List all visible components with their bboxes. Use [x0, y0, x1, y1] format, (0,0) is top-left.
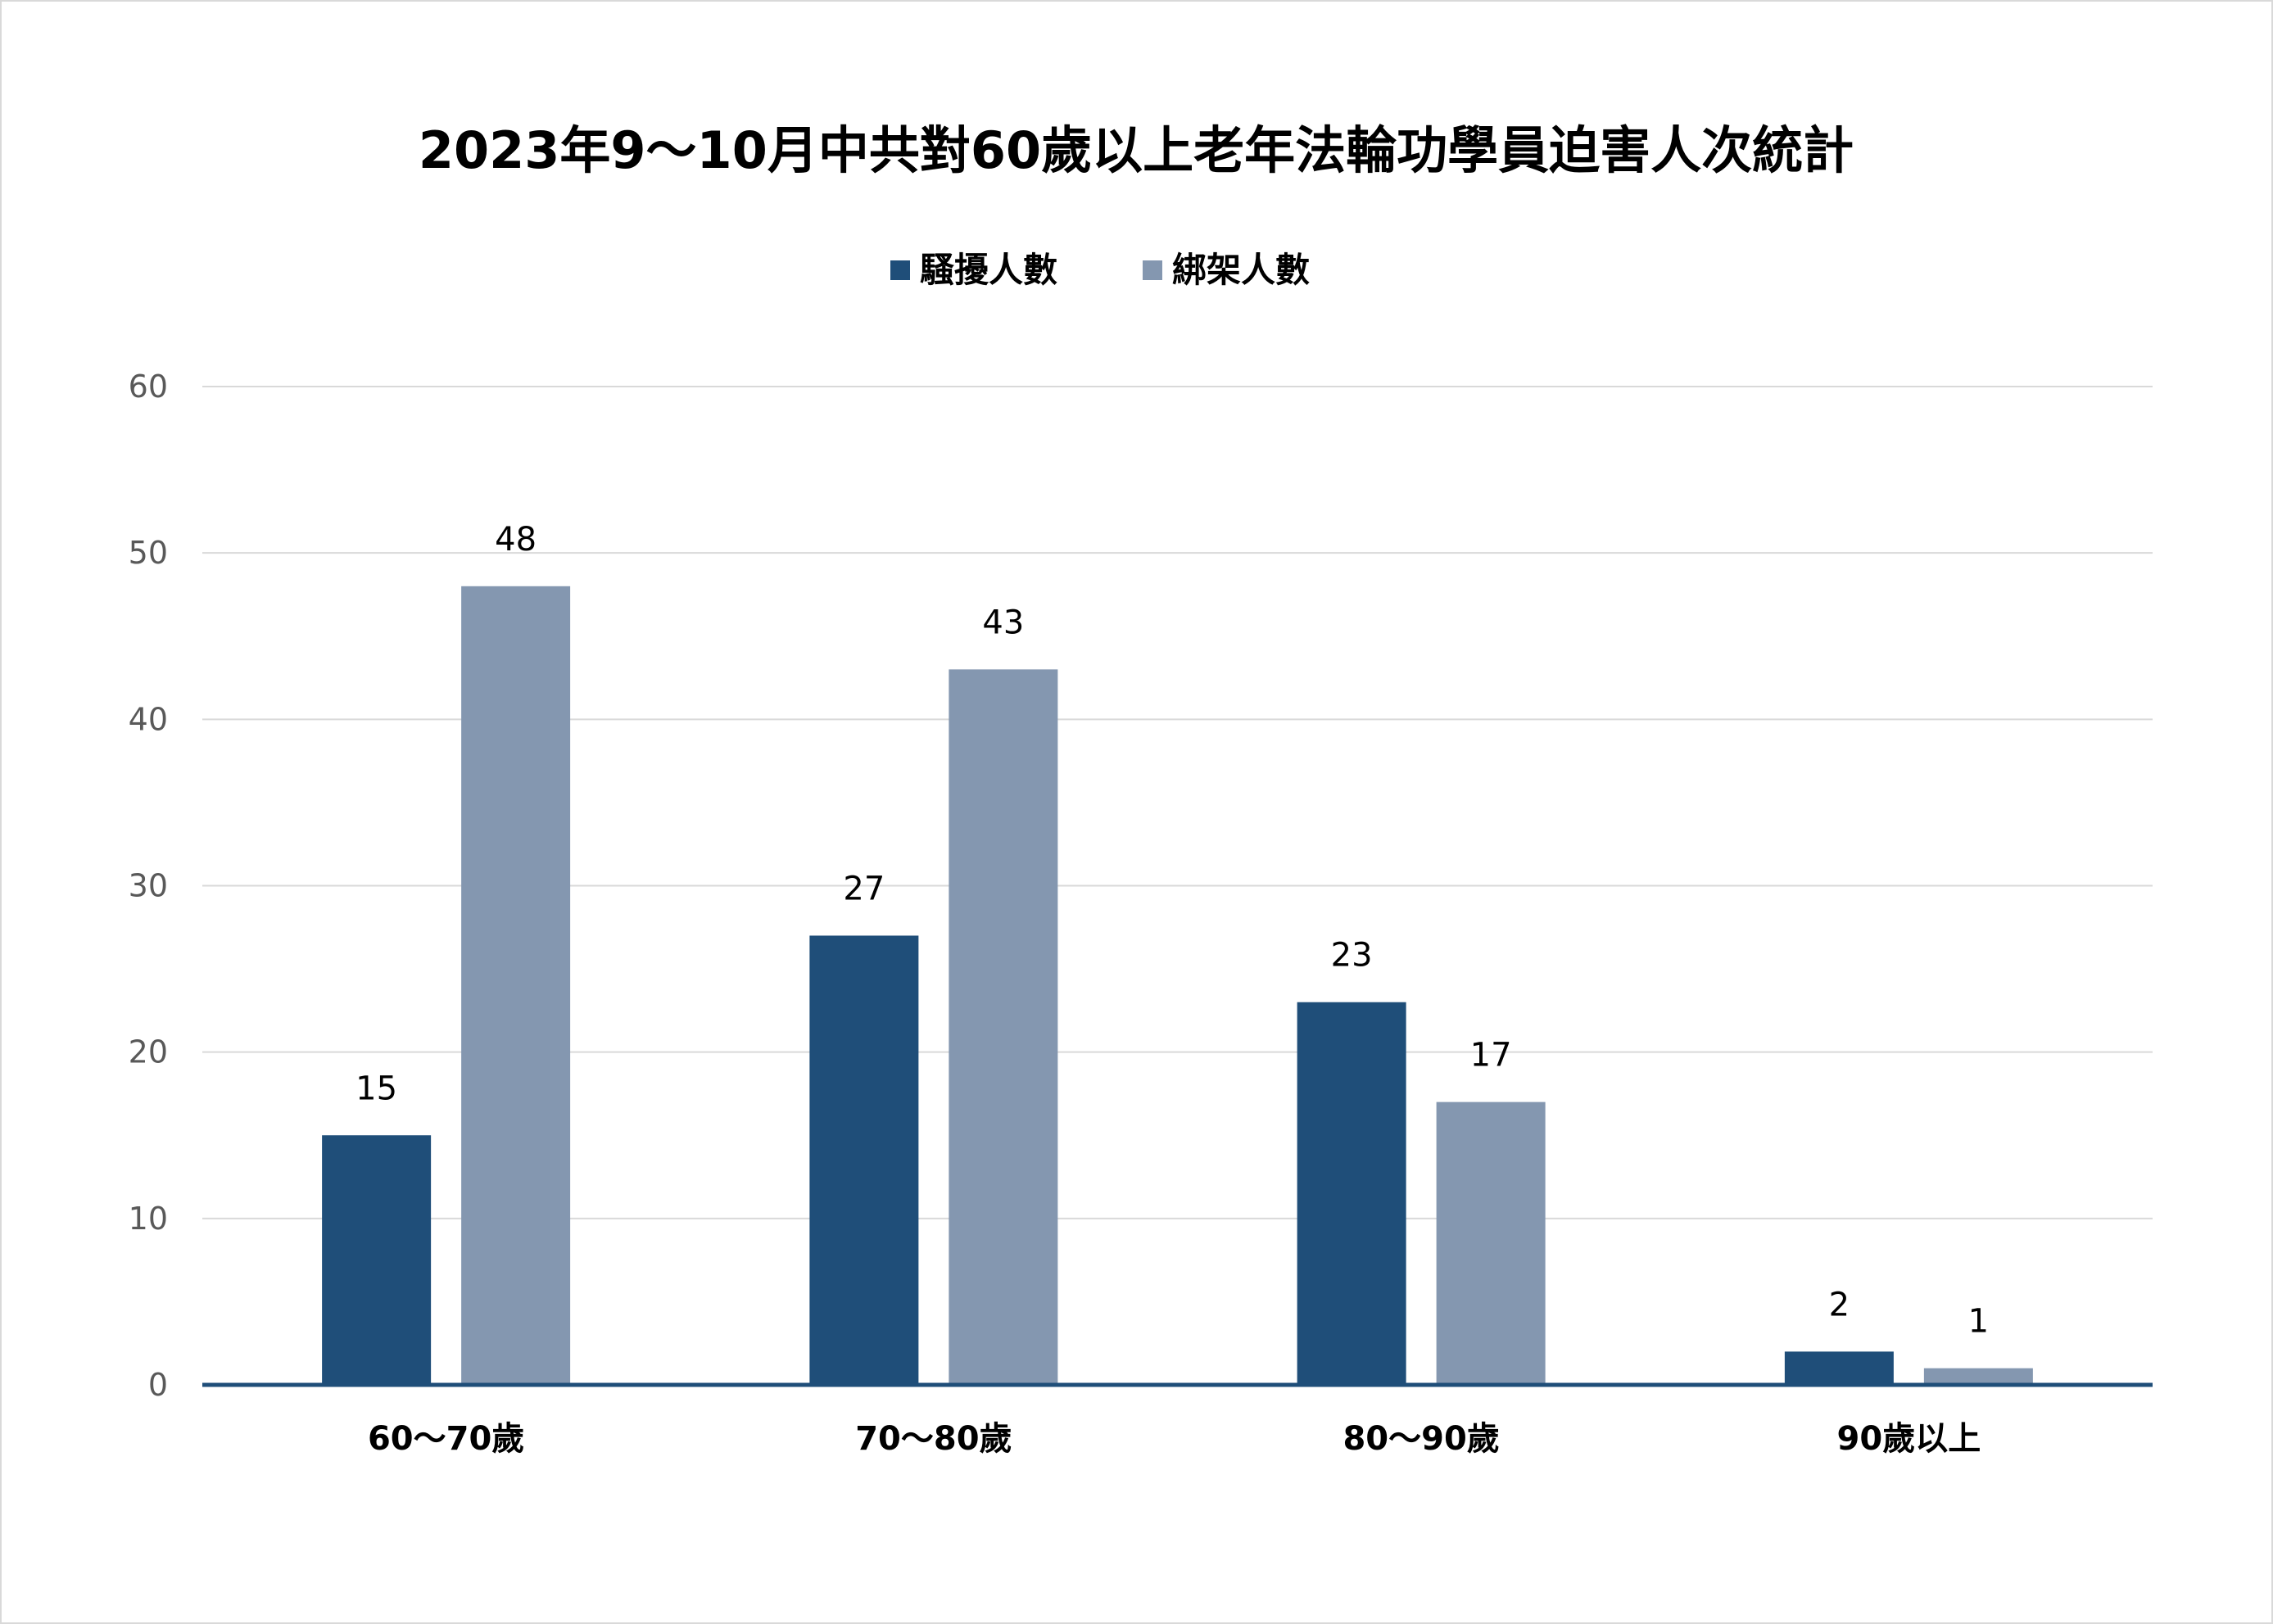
y-tick-label: 0	[148, 1367, 168, 1403]
data-label: 17	[1470, 1037, 1512, 1074]
x-axis-ticks: 60～70歲 70～80歲 80～90歲 90歲以上	[368, 1420, 1981, 1458]
y-tick-label: 60	[129, 369, 168, 405]
chart-title: 2023年9～10月中共對60歲以上老年法輪功學員迫害人次統計	[419, 120, 1854, 180]
y-tick-label: 10	[129, 1201, 168, 1237]
bar	[322, 1135, 432, 1385]
data-labels: 15 48 27 43 23 17 2 1	[355, 521, 1989, 1341]
bar	[809, 935, 919, 1385]
legend-label-abduction: 綁架人數	[1172, 250, 1310, 290]
y-tick-label: 30	[129, 868, 168, 904]
y-axis-ticks: 0 10 20 30 40 50 60	[129, 369, 168, 1403]
bar	[461, 586, 571, 1385]
bars	[322, 586, 2033, 1385]
x-tick-label: 60～70歲	[368, 1420, 524, 1458]
bar	[1784, 1351, 1894, 1385]
legend-label-harassment: 騷擾人數	[920, 250, 1057, 290]
bar	[949, 669, 1058, 1385]
bar	[1436, 1102, 1546, 1385]
y-tick-label: 40	[129, 701, 168, 737]
data-label: 27	[843, 870, 885, 907]
y-tick-label: 20	[129, 1034, 168, 1070]
legend: 騷擾人數 綁架人數	[890, 250, 1310, 290]
y-tick-label: 50	[129, 535, 168, 571]
legend-swatch-harassment	[890, 260, 910, 280]
x-tick-label: 70～80歲	[855, 1420, 1012, 1458]
x-tick-label: 90歲以上	[1837, 1420, 1981, 1458]
data-label: 48	[495, 521, 537, 559]
bar	[1923, 1368, 2033, 1385]
data-label: 43	[982, 604, 1024, 641]
legend-swatch-abduction	[1143, 260, 1162, 280]
x-tick-label: 80～90歲	[1343, 1420, 1499, 1458]
data-label: 2	[1829, 1286, 1850, 1323]
bar	[1297, 1002, 1406, 1385]
data-label: 23	[1331, 937, 1373, 975]
data-label: 1	[1968, 1303, 1989, 1341]
data-label: 15	[355, 1070, 397, 1107]
